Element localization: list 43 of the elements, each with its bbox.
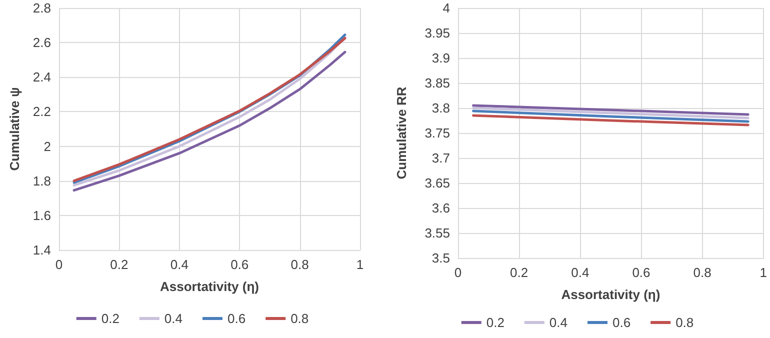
- y-tick-label: 2.2: [32, 104, 51, 120]
- x-tick-label: 0.2: [110, 257, 128, 272]
- x-tick-label: 0.8: [693, 265, 712, 280]
- y-tick-label: 2.4: [32, 70, 51, 85]
- x-axis-title: Assortativity (η): [561, 287, 660, 302]
- legend-label: 0.8: [290, 311, 309, 326]
- y-tick-label: 4: [442, 0, 450, 16]
- y-tick-label: 2.6: [32, 35, 51, 50]
- x-tick-label: 1: [760, 265, 767, 280]
- y-tick-label: 1.8: [32, 173, 51, 188]
- x-tick-label: 0.8: [290, 257, 309, 272]
- legend-label: 0.8: [676, 315, 694, 330]
- x-tick-label: 0.4: [170, 257, 188, 272]
- legend-label: 0.4: [549, 315, 568, 330]
- y-tick-label: 3.5: [432, 250, 450, 266]
- y-tick-label: 3.85: [424, 76, 450, 90]
- y-tick-label: 3.95: [424, 26, 450, 40]
- x-tick-label: 0.4: [571, 265, 590, 280]
- x-axis-title: Assortativity (η): [160, 279, 259, 294]
- x-tick-label: 1: [356, 257, 364, 272]
- legend-label: 0.2: [101, 311, 120, 326]
- y-tick-label: 2: [44, 138, 51, 154]
- x-tick-label: 0: [454, 265, 462, 280]
- x-tick-label: 0.6: [230, 257, 249, 272]
- y-tick-label: 1.4: [32, 242, 51, 258]
- y-tick-label: 1.6: [32, 208, 51, 223]
- legend-label: 0.4: [164, 311, 183, 326]
- y-tick-label: 3.55: [424, 226, 450, 240]
- y-tick-label: 3.65: [424, 176, 450, 190]
- y-tick-label: 3.6: [432, 200, 450, 216]
- y-tick-label: 3.8: [432, 100, 450, 116]
- x-tick-label: 0.6: [632, 265, 650, 280]
- legend-label: 0.6: [228, 311, 246, 326]
- y-axis-title: Cumulative ψ: [7, 87, 22, 171]
- x-tick-label: 0: [55, 257, 63, 272]
- x-tick-label: 0.2: [510, 265, 528, 280]
- legend-label: 0.6: [612, 315, 631, 330]
- y-tick-label: 3.9: [432, 50, 450, 66]
- y-axis-title: Cumulative RR: [394, 86, 409, 180]
- y-tick-label: 3.7: [432, 150, 450, 166]
- y-tick-label: 3.75: [424, 126, 450, 140]
- legend-label: 0.2: [486, 315, 504, 330]
- y-tick-label: 2.8: [32, 0, 51, 16]
